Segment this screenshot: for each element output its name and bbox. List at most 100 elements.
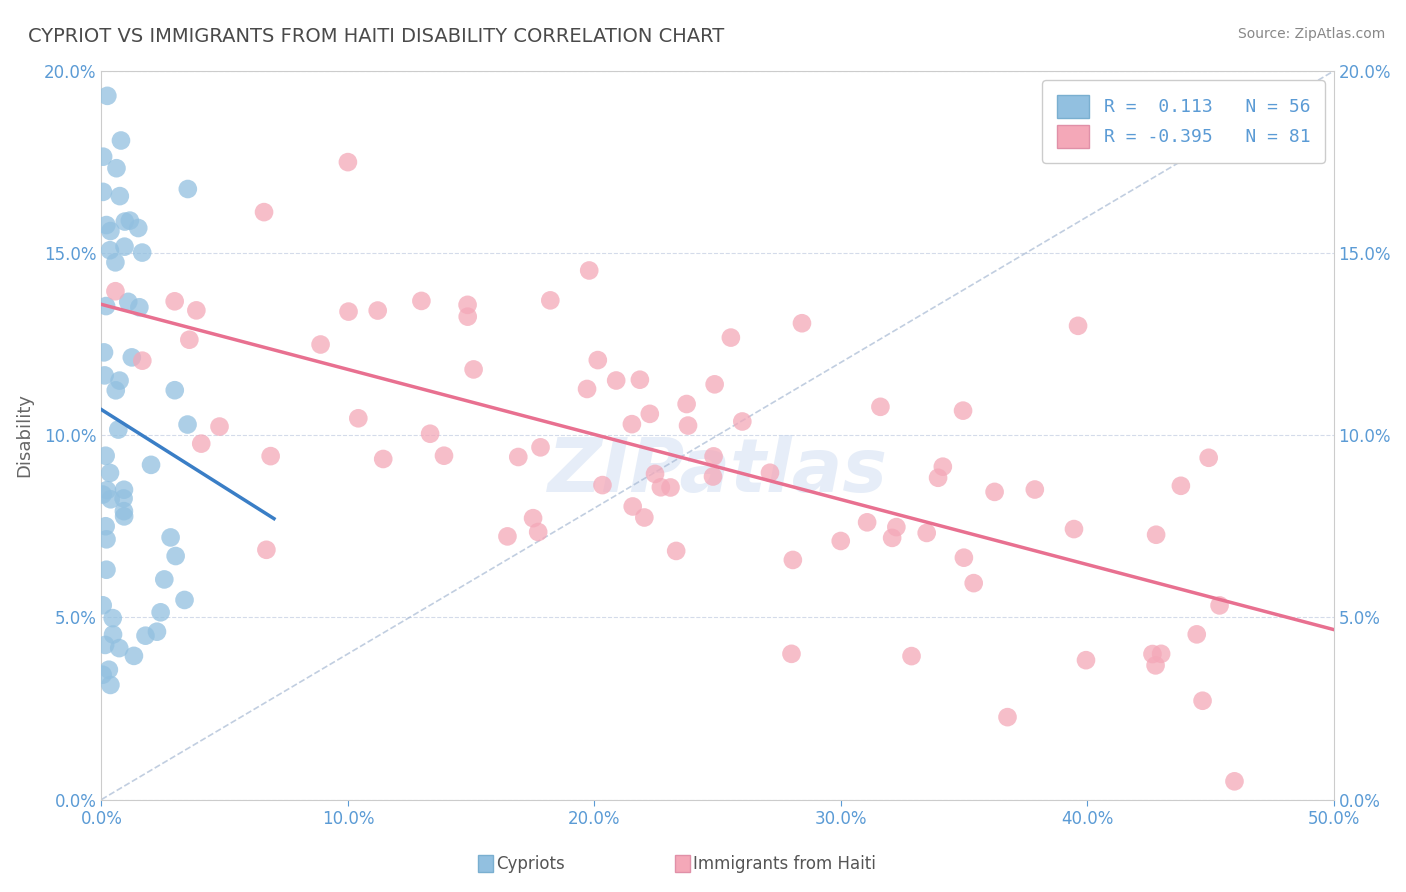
- Point: [131, 353, 153, 368]
- Point: [628, 373, 651, 387]
- Point: [1208, 599, 1230, 613]
- Point: [856, 516, 879, 530]
- Point: [496, 529, 519, 543]
- Point: [93, 345, 115, 359]
- Point: [93, 368, 115, 383]
- Point: [177, 182, 200, 196]
- Point: [915, 525, 938, 540]
- Point: [997, 710, 1019, 724]
- Point: [953, 550, 976, 565]
- Point: [100, 492, 122, 507]
- Point: [128, 300, 150, 314]
- Point: [176, 417, 198, 432]
- Point: [96, 483, 118, 498]
- Point: [702, 469, 724, 483]
- Point: [208, 419, 231, 434]
- Point: [105, 161, 128, 176]
- Point: [153, 573, 176, 587]
- Point: [586, 353, 609, 368]
- Point: [411, 293, 433, 308]
- Point: [347, 411, 370, 425]
- Point: [578, 263, 600, 277]
- Text: ZIPatlas: ZIPatlas: [547, 435, 887, 508]
- Point: [165, 549, 187, 563]
- Point: [146, 624, 169, 639]
- Point: [638, 407, 661, 421]
- Point: [1185, 627, 1208, 641]
- Point: [869, 400, 891, 414]
- Point: [112, 509, 135, 524]
- Text: Cypriots: Cypriots: [496, 855, 564, 873]
- Point: [644, 467, 666, 481]
- Point: [932, 459, 955, 474]
- Point: [759, 466, 782, 480]
- Point: [163, 294, 186, 309]
- Point: [508, 450, 530, 464]
- Point: [97, 663, 120, 677]
- Point: [1150, 647, 1173, 661]
- Point: [131, 245, 153, 260]
- Point: [254, 542, 277, 557]
- Point: [94, 299, 117, 313]
- Point: [179, 333, 201, 347]
- Point: [114, 214, 136, 228]
- Point: [259, 449, 281, 463]
- Point: [149, 605, 172, 619]
- Point: [1223, 774, 1246, 789]
- Point: [117, 294, 139, 309]
- Point: [731, 415, 754, 429]
- Text: Immigrants from Haiti: Immigrants from Haiti: [693, 855, 876, 873]
- Point: [676, 418, 699, 433]
- Point: [253, 205, 276, 219]
- Point: [127, 221, 149, 235]
- Point: [1144, 527, 1167, 541]
- Point: [790, 316, 813, 330]
- Point: [633, 510, 655, 524]
- Point: [963, 576, 986, 591]
- Point: [780, 647, 803, 661]
- Point: [94, 638, 117, 652]
- Point: [163, 383, 186, 397]
- Point: [538, 293, 561, 308]
- Point: [94, 449, 117, 463]
- Point: [419, 426, 441, 441]
- Point: [159, 530, 181, 544]
- Point: [882, 531, 904, 545]
- Point: [108, 641, 131, 656]
- Point: [112, 483, 135, 497]
- Point: [576, 382, 599, 396]
- Point: [91, 150, 114, 164]
- Point: [529, 440, 551, 454]
- Point: [457, 310, 479, 324]
- Point: [1191, 694, 1213, 708]
- Point: [91, 487, 114, 501]
- Point: [110, 134, 132, 148]
- Y-axis label: Disability: Disability: [15, 393, 32, 477]
- Point: [1142, 647, 1164, 661]
- Point: [112, 491, 135, 506]
- Point: [309, 337, 332, 351]
- Point: [336, 155, 359, 169]
- Point: [659, 480, 682, 494]
- Point: [433, 449, 456, 463]
- Text: Source: ZipAtlas.com: Source: ZipAtlas.com: [1237, 27, 1385, 41]
- Point: [122, 648, 145, 663]
- Point: [1024, 483, 1046, 497]
- Text: CYPRIOT VS IMMIGRANTS FROM HAITI DISABILITY CORRELATION CHART: CYPRIOT VS IMMIGRANTS FROM HAITI DISABIL…: [28, 27, 724, 45]
- Point: [463, 362, 485, 376]
- Point: [91, 667, 114, 681]
- Point: [98, 466, 121, 480]
- Point: [134, 629, 156, 643]
- Point: [337, 304, 360, 318]
- Point: [100, 678, 122, 692]
- Point: [104, 255, 127, 269]
- Point: [830, 533, 852, 548]
- Point: [96, 563, 118, 577]
- Point: [373, 452, 395, 467]
- Point: [101, 627, 124, 641]
- Point: [107, 423, 129, 437]
- Point: [96, 218, 118, 232]
- Point: [114, 240, 136, 254]
- Point: [173, 593, 195, 607]
- Point: [527, 524, 550, 539]
